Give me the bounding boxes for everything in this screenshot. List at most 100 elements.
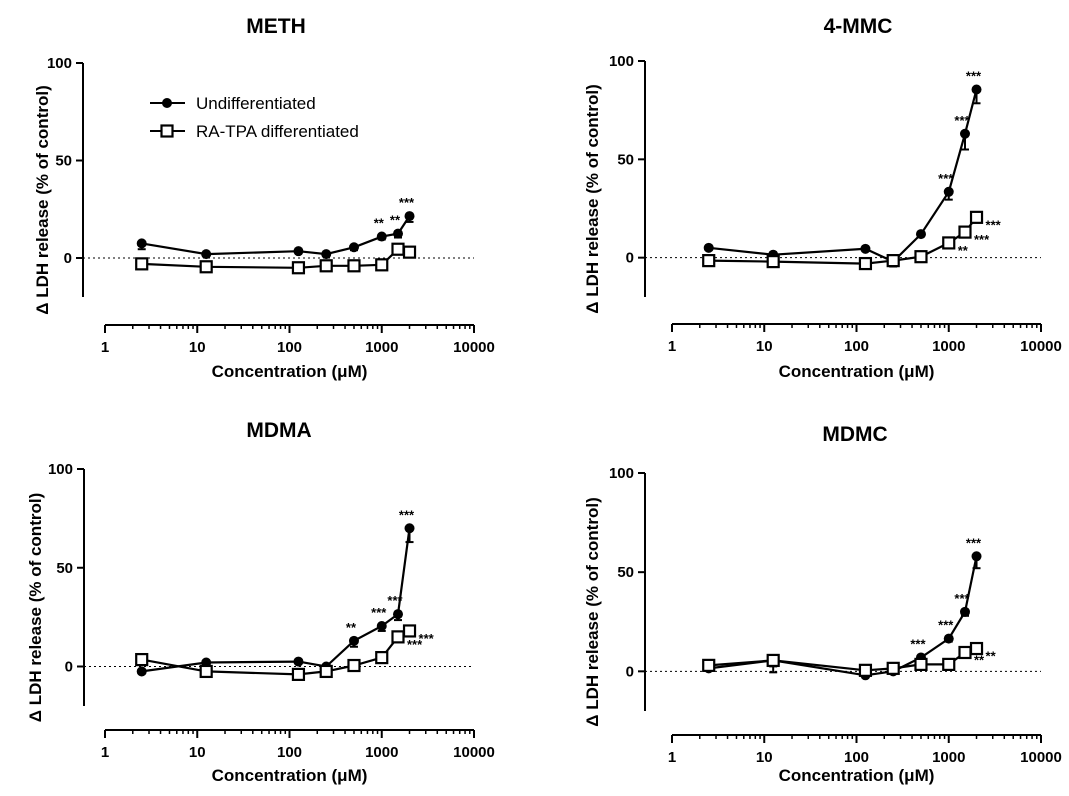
x-tick-label: 10000 — [453, 339, 495, 356]
data-point-square — [702, 658, 716, 672]
panel-0: METH 0 50 100 1 10 100 1000 10000 Concentration (… — [33, 15, 495, 381]
x-tick-label: 1 — [668, 749, 676, 766]
x-tick-label: 10 — [189, 339, 206, 356]
y-tick-label: 100 — [609, 465, 634, 482]
chart-title: METH — [246, 15, 306, 38]
data-point-square — [291, 667, 306, 682]
x-tick-label: 1000 — [932, 338, 965, 355]
significance-label: *** — [938, 171, 954, 186]
significance-label: ** — [390, 213, 401, 228]
data-point-circle — [321, 249, 332, 260]
data-point-square — [969, 210, 984, 224]
data-point-square — [766, 653, 780, 668]
data-point-square — [958, 225, 972, 239]
significance-label: *** — [954, 113, 970, 128]
series-undifferentiated: ** ***** — [136, 195, 415, 260]
data-point-square — [942, 657, 956, 671]
y-tick-label: 100 — [47, 55, 72, 72]
series-undifferentiated: *** *** *** — [703, 69, 982, 267]
x-tick-label: 10000 — [453, 744, 495, 761]
x-tick-label: 1 — [101, 339, 109, 356]
y-axis-label: Δ LDH release (% of control) — [583, 497, 602, 726]
data-point-square — [375, 651, 389, 665]
legend-marker-circle — [162, 98, 172, 108]
significance-label: *** — [910, 636, 926, 651]
series-undifferentiated: ************ — [703, 535, 982, 681]
y-tick-label: 0 — [626, 250, 634, 267]
significance-label: *** — [966, 535, 982, 550]
x-axis-label: Concentration (μM) — [212, 362, 368, 381]
x-tick-label: 1 — [668, 338, 676, 355]
data-point-circle — [943, 633, 954, 644]
data-point-square — [199, 664, 213, 679]
data-point-circle — [376, 621, 387, 632]
significance-label: ** — [346, 620, 357, 635]
data-point-square — [402, 245, 417, 259]
x-tick-label: 10 — [189, 744, 206, 761]
significance-label: *** — [407, 637, 423, 652]
legend-marker-square — [160, 124, 174, 138]
data-point-square — [319, 259, 333, 273]
x-axis-label: Concentration (μM) — [212, 766, 368, 785]
legend-label-ra-tpa: RA-TPA differentiated — [196, 122, 359, 141]
x-tick-label: 1000 — [365, 744, 398, 761]
significance-label: ** — [374, 216, 385, 231]
significance-label: *** — [974, 232, 990, 247]
series-ra-tpa-differentiated — [135, 242, 417, 275]
data-point-square — [766, 255, 780, 269]
chart-title: 4-MMC — [824, 15, 893, 38]
series-undifferentiated: *********** — [136, 507, 415, 677]
x-tick-label: 10000 — [1020, 749, 1062, 766]
data-point-square — [391, 630, 405, 644]
significance-label: ** — [958, 243, 969, 258]
data-point-square — [347, 658, 361, 673]
data-point-circle — [293, 246, 304, 257]
y-tick-label: 0 — [626, 663, 634, 680]
significance-label: ** — [986, 649, 997, 664]
significance-label: *** — [371, 605, 387, 620]
data-point-circle — [392, 228, 403, 239]
y-tick-label: 0 — [65, 659, 73, 676]
panel-3: MDMC 0 50 100 1 10 100 1000 10000 Concentration (… — [583, 423, 1062, 785]
y-axis-label: Δ LDH release (% of control) — [26, 493, 45, 722]
x-tick-label: 100 — [844, 749, 869, 766]
data-point-circle — [703, 242, 714, 253]
data-point-square — [135, 652, 149, 667]
panel-1: 4-MMC 0 50 100 1 10 100 1000 10000 Concentration … — [583, 15, 1062, 381]
x-tick-label: 10000 — [1020, 338, 1062, 355]
data-point-circle — [971, 84, 982, 95]
data-point-circle — [348, 242, 359, 253]
y-tick-label: 100 — [609, 53, 634, 70]
series-line — [708, 647, 977, 672]
data-point-square — [958, 645, 972, 660]
chart-title: MDMA — [246, 419, 311, 442]
data-point-square — [347, 259, 361, 273]
significance-label: *** — [938, 618, 954, 633]
series-line — [708, 89, 978, 263]
y-tick-label: 50 — [56, 560, 73, 577]
data-point-circle — [136, 666, 147, 677]
series-line — [141, 630, 411, 676]
series-ra-tpa-differentiated: ******** — [702, 210, 1002, 271]
x-tick-label: 1 — [101, 744, 109, 761]
data-point-circle — [293, 656, 304, 667]
data-point-circle — [136, 238, 147, 249]
x-tick-label: 10 — [756, 338, 773, 355]
data-point-circle — [404, 523, 415, 534]
series-ra-tpa-differentiated: ****** — [135, 624, 435, 682]
y-axis-label: Δ LDH release (% of control) — [33, 85, 52, 314]
x-axis-label: Concentration (μM) — [779, 766, 935, 785]
data-point-circle — [860, 243, 871, 254]
chart-title: MDMC — [822, 423, 887, 446]
data-point-circle — [201, 249, 212, 260]
data-point-square — [702, 254, 716, 268]
y-tick-label: 50 — [55, 153, 72, 170]
x-tick-label: 100 — [277, 744, 302, 761]
data-point-square — [886, 254, 900, 268]
data-point-square — [914, 657, 928, 671]
data-point-circle — [915, 229, 926, 240]
significance-label: *** — [419, 631, 435, 646]
y-axis-label: Δ LDH release (% of control) — [583, 84, 602, 313]
x-tick-label: 1000 — [365, 339, 398, 356]
significance-label: *** — [387, 593, 403, 608]
